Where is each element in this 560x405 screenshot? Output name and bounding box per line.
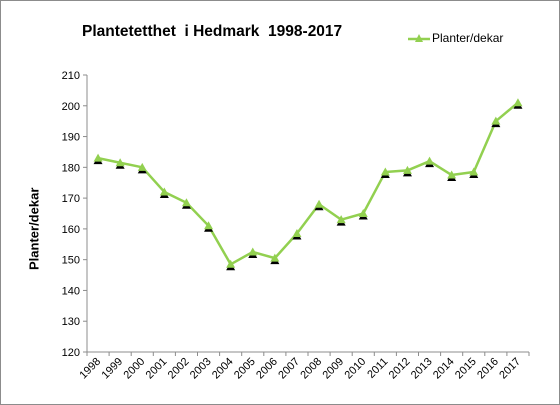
y-ticks: 120 130 140 150 160 170 180 190 200 210 xyxy=(62,70,87,359)
y-tick-label: 210 xyxy=(62,70,80,82)
data-point xyxy=(336,215,346,226)
y-tick-label: 170 xyxy=(62,193,80,205)
data-point-marker xyxy=(226,259,236,268)
x-tick-label: 2017 xyxy=(497,356,523,382)
x-tick-label: 2005 xyxy=(232,356,258,382)
data-point-marker xyxy=(137,162,147,171)
data-point xyxy=(380,167,390,178)
data-point-marker xyxy=(292,229,302,238)
x-tick-label: 2000 xyxy=(122,356,148,382)
data-point xyxy=(425,156,435,168)
data-point-marker xyxy=(115,158,125,167)
data-point xyxy=(513,98,523,109)
data-point xyxy=(469,167,479,178)
x-tick-label: 2010 xyxy=(343,356,369,382)
axes xyxy=(86,75,529,353)
data-point xyxy=(447,170,457,182)
x-tick-label: 2012 xyxy=(387,356,413,382)
x-tick-label: 2011 xyxy=(365,356,390,381)
legend-label: Planter/dekar xyxy=(432,31,504,45)
series-line xyxy=(97,101,519,266)
data-point xyxy=(226,259,236,271)
y-tick-label: 160 xyxy=(62,224,80,236)
y-tick-label: 200 xyxy=(62,101,80,113)
data-point-marker xyxy=(159,187,169,196)
x-tick-label: 1998 xyxy=(77,356,103,382)
data-point xyxy=(292,229,302,240)
y-tick-label: 150 xyxy=(62,255,80,267)
data-point-marker xyxy=(314,199,324,208)
data-point-marker xyxy=(447,170,457,179)
data-point-marker xyxy=(93,153,103,162)
x-tick-label: 2015 xyxy=(453,356,479,382)
data-point xyxy=(314,199,324,211)
x-tick-label: 2008 xyxy=(298,356,324,382)
data-point-marker xyxy=(402,165,412,174)
x-tick-label: 2009 xyxy=(320,356,346,382)
data-point xyxy=(93,153,103,165)
data-point xyxy=(491,116,501,128)
x-tick-label: 2013 xyxy=(409,356,435,382)
data-point xyxy=(159,187,169,198)
data-point xyxy=(204,221,214,232)
data-point-marker xyxy=(204,221,214,230)
y-tick-label: 130 xyxy=(62,316,80,328)
x-tick-label: 2003 xyxy=(188,356,214,382)
data-point-marker xyxy=(270,253,280,262)
x-tick-label: 2004 xyxy=(210,356,236,382)
x-tick-label: 2006 xyxy=(254,356,280,382)
legend-marker-icon xyxy=(408,34,430,42)
data-point-marker xyxy=(248,247,258,256)
data-point xyxy=(248,247,258,258)
x-tick-label: 2007 xyxy=(276,356,302,382)
data-point-marker xyxy=(469,167,479,176)
data-point-marker xyxy=(336,215,346,224)
data-point-marker xyxy=(513,98,523,107)
x-tick-label: 2014 xyxy=(431,356,457,382)
y-tick-label: 140 xyxy=(62,285,80,297)
data-point xyxy=(137,162,147,174)
x-tick-label: 2001 xyxy=(144,356,170,382)
y-tick-label: 120 xyxy=(62,347,80,359)
y-tick-label: 190 xyxy=(62,132,80,144)
x-tick-label: 2002 xyxy=(166,356,192,382)
data-point-marker xyxy=(380,167,390,176)
series-group xyxy=(93,98,523,271)
data-point xyxy=(181,198,191,209)
x-tick-label: 2016 xyxy=(475,356,501,382)
x-ticks: 1998199920002001200220032004200520062007… xyxy=(77,352,530,382)
data-point-marker xyxy=(181,198,191,207)
chart-title: Plantetetthet i Hedmark 1998-2017 xyxy=(82,23,343,40)
legend: Planter/dekar xyxy=(408,29,503,47)
y-tick-label: 180 xyxy=(62,162,80,174)
data-point-marker xyxy=(358,209,368,217)
data-point-marker xyxy=(491,116,501,125)
data-point xyxy=(358,209,368,220)
data-point xyxy=(402,165,412,177)
x-tick-label: 1999 xyxy=(99,356,125,382)
data-point xyxy=(115,158,125,169)
data-point xyxy=(270,253,280,265)
data-point-marker xyxy=(425,156,435,165)
